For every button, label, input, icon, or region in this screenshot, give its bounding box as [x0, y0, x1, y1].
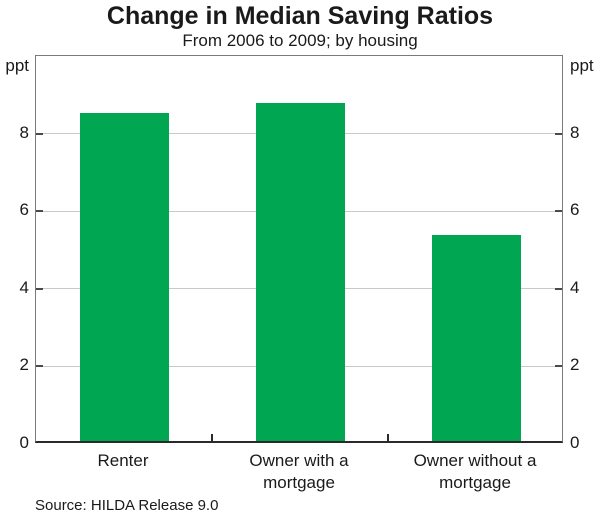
x-axis-tick [387, 434, 389, 441]
y-axis-tick [36, 132, 43, 135]
y-tick-label-left: 6 [19, 200, 29, 220]
chart-title: Change in Median Saving Ratios [106, 2, 494, 30]
bar [255, 103, 345, 441]
bar [79, 113, 169, 441]
y-tick-label-right: 2 [570, 355, 580, 375]
y-tick-label-left: 0 [19, 433, 29, 452]
y-tick-label-right: 0 [570, 433, 580, 452]
y-axis-tick [555, 210, 562, 213]
x-axis-tick [211, 434, 213, 441]
bar [431, 235, 521, 441]
y-axis-tick [555, 132, 562, 135]
y-axis-tick [36, 365, 43, 368]
y-axis-unit-left: ppt [5, 56, 29, 75]
y-tick-label-right: 6 [570, 200, 580, 220]
y-axis-tick [555, 365, 562, 368]
y-tick-label-right: 8 [570, 122, 580, 142]
category-label: Renter [97, 451, 149, 470]
y-axis-tick [36, 210, 43, 213]
category-label: Owner without a mortgage [413, 451, 537, 492]
y-tick-label-left: 2 [19, 355, 29, 375]
y-axis-tick [36, 287, 43, 290]
y-tick-label-left: 4 [19, 277, 29, 297]
category-label: Owner with a mortgage [249, 451, 349, 492]
y-tick-label-left: 8 [19, 122, 29, 142]
chart-subtitle: From 2006 to 2009; by housing [182, 31, 418, 50]
source-note: Source: HILDA Release 9.0 [35, 497, 219, 514]
plot-area [35, 55, 563, 443]
y-axis-tick [555, 287, 562, 290]
y-axis-unit-right: ppt [570, 56, 594, 75]
y-tick-label-right: 4 [570, 277, 580, 297]
